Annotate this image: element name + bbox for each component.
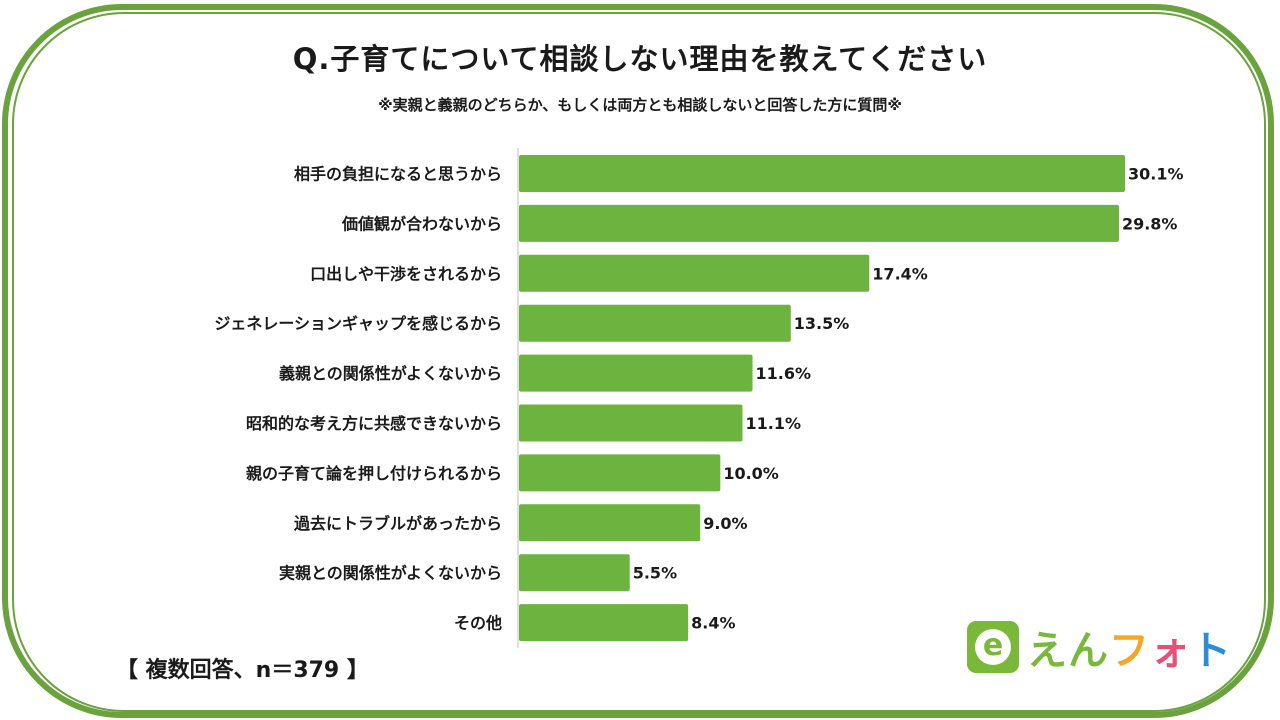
data-label: 30.1%	[1128, 165, 1184, 184]
bar	[519, 504, 701, 542]
category-label: 口出しや干渉をされるから	[310, 264, 502, 283]
category-label: 価値観が合わないから	[341, 214, 502, 233]
data-label: 13.5%	[794, 314, 850, 333]
bar	[519, 204, 1119, 242]
logo-char: ト	[1191, 628, 1232, 674]
data-label: 29.8%	[1122, 214, 1178, 233]
category-label: 相手の負担になると思うから	[294, 165, 502, 184]
inner-frame	[12, 12, 1266, 712]
data-label: 11.1%	[745, 414, 801, 433]
bar	[519, 404, 743, 442]
bar	[519, 254, 870, 292]
logo-mark-icon: e	[967, 621, 1019, 673]
outer-frame	[2, 4, 1274, 718]
data-label: 17.4%	[872, 264, 928, 283]
logo-char: ん	[1068, 628, 1109, 674]
data-label: 10.0%	[723, 464, 779, 483]
category-label: 親の子育て論を押し付けられるから	[246, 464, 502, 483]
data-label: 11.6%	[756, 364, 812, 383]
data-label: 5.5%	[633, 564, 677, 583]
bar	[519, 454, 721, 492]
category-label: 過去にトラブルがあったから	[293, 514, 502, 533]
sample-size-note: 【 複数回答、n＝379 】	[116, 658, 369, 683]
category-label: ジェネレーションギャップを感じるから	[214, 314, 502, 333]
logo-char: フ	[1109, 628, 1150, 674]
data-label: 8.4%	[691, 614, 735, 633]
category-label: その他	[454, 614, 502, 633]
chart-title: Q.子育てについて相談しない理由を教えてください	[292, 42, 988, 76]
brand-logo: e えんフォト	[967, 620, 1232, 674]
category-label: 義親との関係性がよくないから	[279, 364, 502, 383]
logo-char: ォ	[1150, 628, 1191, 674]
bar	[519, 554, 630, 592]
bar	[519, 155, 1125, 192]
bar	[519, 304, 791, 342]
data-label: 9.0%	[703, 514, 747, 533]
bar	[519, 604, 689, 642]
logo-char: え	[1027, 628, 1068, 674]
chart-subtitle: ※実親と義親のどちらか、もしくは両方とも相談しないと回答した方に質問※	[378, 96, 902, 114]
logo-wordmark: えんフォト	[1027, 618, 1232, 676]
category-label: 昭和的な考え方に共感できないから	[246, 414, 502, 433]
bar	[519, 354, 753, 392]
category-label: 実親との関係性がよくないから	[279, 564, 502, 583]
